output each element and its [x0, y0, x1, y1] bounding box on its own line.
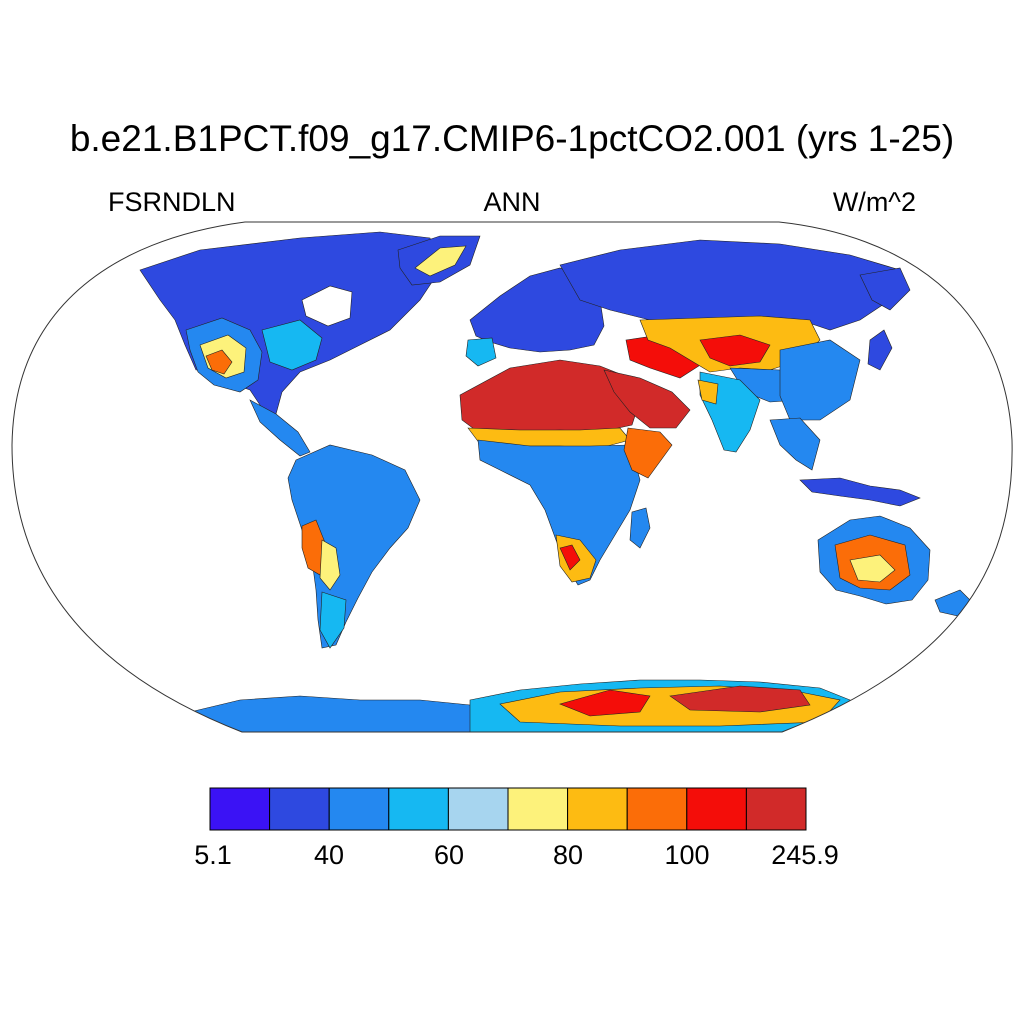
land-antarctica-hot1 — [559, 689, 651, 717]
land-indonesia — [799, 477, 921, 507]
map-boundary — [11, 221, 1013, 733]
land-siberia — [559, 239, 901, 331]
colorbar-box — [328, 787, 390, 831]
land-sa-andes-yellow — [319, 539, 341, 591]
colorbar-box — [507, 787, 569, 831]
colorbar-box — [269, 787, 330, 831]
colorbar-box — [447, 787, 509, 831]
land-australia-yellow — [849, 554, 896, 583]
plot-title: b.e21.B1PCT.f09_g17.CMIP6-1pctCO2.001 (y… — [69, 118, 955, 159]
land-field-layer — [139, 231, 973, 732]
colorbar-box — [209, 787, 271, 831]
land-china-east — [779, 339, 861, 421]
land-southern-africa-hot — [559, 544, 581, 571]
land-kamchatka — [859, 267, 911, 311]
land-hudson-bay — [301, 285, 353, 327]
land-india-west — [697, 379, 719, 405]
colorbar-tick-label: 245.9 — [771, 840, 839, 870]
land-central-asia-hot — [699, 334, 771, 367]
colorbar-box — [388, 787, 449, 831]
colorbar-box — [686, 787, 747, 831]
land-antarctica-hot2 — [669, 685, 811, 713]
season-label: ANN — [483, 187, 541, 217]
land-greenland-ice — [414, 245, 467, 277]
land-central-africa — [477, 439, 641, 586]
land-japan — [867, 329, 893, 371]
land-na-east — [261, 319, 323, 371]
colorbar-box — [745, 787, 807, 831]
colorbar-box — [626, 787, 688, 831]
units-label: W/m^2 — [832, 187, 916, 217]
land-sa-south — [319, 591, 347, 649]
land-na-desert-hot — [205, 349, 233, 375]
land-europe — [469, 267, 605, 353]
colorbar-tick-label: 40 — [313, 840, 345, 870]
land-horn-of-africa — [623, 427, 673, 479]
variable-label: FSRNDLN — [108, 187, 236, 217]
land-southeast-asia — [769, 417, 821, 471]
land-madagascar — [629, 507, 651, 549]
colorbar-tick-label: 100 — [664, 840, 710, 870]
colorbar-tick-label: 5.1 — [194, 840, 232, 870]
land-arabia — [603, 369, 691, 429]
land-antarctica-west — [189, 695, 481, 732]
land-iberia — [465, 337, 497, 367]
colorbar-box — [567, 787, 628, 831]
colorbar-tick-label: 60 — [433, 840, 465, 870]
colorbar-tick-label: 80 — [552, 840, 584, 870]
land-central-america — [249, 399, 311, 457]
